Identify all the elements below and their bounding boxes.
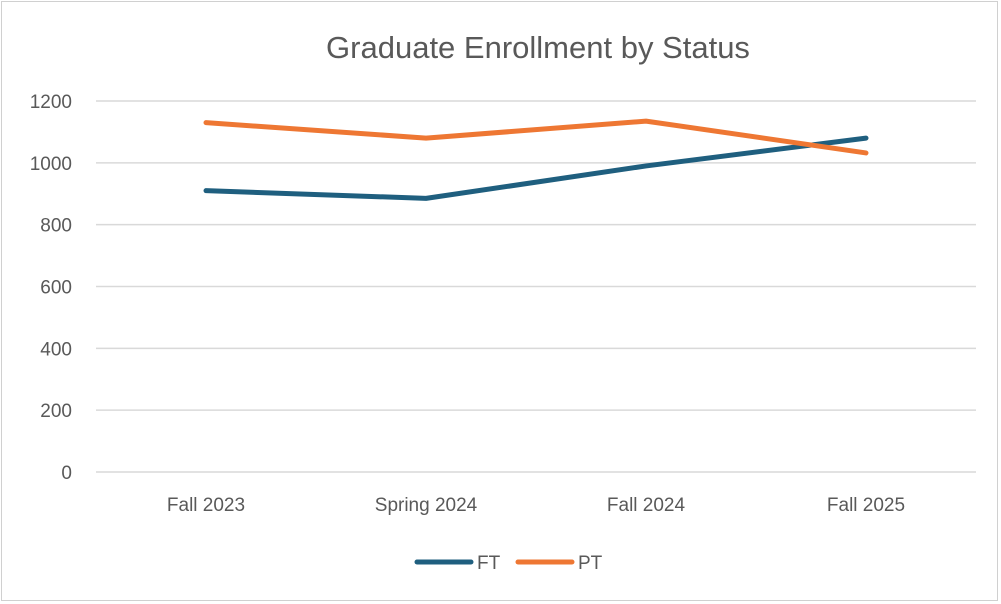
y-tick-label: 1200 — [30, 92, 72, 113]
x-tick-label: Fall 2025 — [827, 495, 905, 516]
y-tick-label: 800 — [40, 216, 72, 237]
legend-label-pt: PT — [578, 553, 603, 574]
y-tick-label: 400 — [40, 339, 72, 360]
x-axis-ticks: Fall 2023 Spring 2024 Fall 2024 Fall 2025 — [167, 495, 905, 516]
y-tick-label: 200 — [40, 401, 72, 422]
y-axis-ticks: 0 200 400 600 800 1000 1200 — [30, 92, 72, 484]
legend: FT PT — [414, 553, 603, 574]
x-tick-label: Fall 2024 — [607, 495, 686, 516]
x-tick-label: Fall 2023 — [167, 495, 245, 516]
y-tick-label: 600 — [40, 278, 72, 299]
legend-label-ft: FT — [477, 553, 501, 574]
series-line-pt — [203, 118, 869, 156]
series-lines — [203, 118, 869, 201]
x-tick-label: Spring 2024 — [375, 495, 478, 516]
y-tick-label: 0 — [61, 463, 72, 484]
y-tick-label: 1000 — [30, 154, 72, 175]
gridlines — [96, 100, 976, 473]
series-line-ft — [203, 135, 869, 201]
chart-title: Graduate Enrollment by Status — [326, 30, 750, 65]
